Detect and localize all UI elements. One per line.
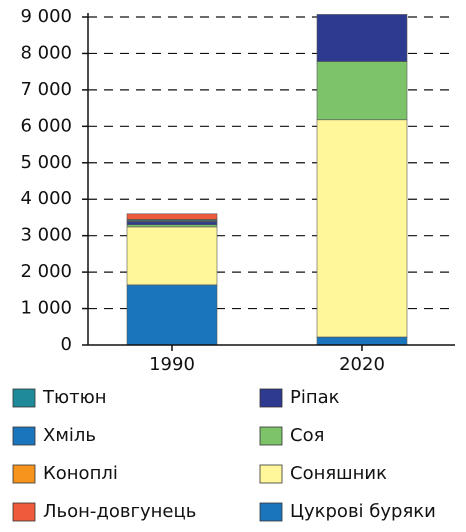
legend-swatch: [259, 502, 283, 522]
legend-label: Коноплі: [43, 463, 118, 484]
x-tick-label: 1990: [149, 354, 195, 375]
bar-segment: [126, 224, 218, 228]
y-tick-label: 6 000: [20, 115, 72, 136]
bar-segment: [126, 221, 218, 226]
legend-swatch: [259, 464, 283, 484]
x-tick-label: 2020: [339, 354, 385, 375]
bar-segment: [126, 284, 218, 346]
y-tick-label: 2 000: [20, 261, 72, 282]
bar-segment: [126, 226, 218, 286]
legend-label: Хміль: [43, 425, 96, 446]
bar-segment: [316, 61, 408, 121]
y-tick-label: 9 000: [20, 6, 72, 27]
legend-swatch: [12, 464, 36, 484]
y-tick-label: 8 000: [20, 42, 72, 63]
legend-label: Льон-довгунець: [43, 501, 196, 522]
legend-swatch: [12, 426, 36, 446]
y-tick-label: 1 000: [20, 298, 72, 319]
y-tick-label: 7 000: [20, 79, 72, 100]
legend-swatch: [259, 426, 283, 446]
y-tick-label: 0: [61, 334, 72, 355]
bar-segment: [316, 336, 408, 346]
legend-label: Тютюн: [42, 387, 107, 408]
legend-label: Ріпак: [290, 387, 340, 408]
legend-label: Соя: [290, 425, 324, 446]
legend-label: Соняшник: [290, 463, 387, 484]
bar-segment: [316, 119, 408, 338]
bar-segment: [316, 14, 408, 62]
bar-segment: [126, 213, 218, 220]
y-tick-label: 5 000: [20, 152, 72, 173]
legend-swatch: [12, 502, 36, 522]
legend-swatch: [259, 388, 283, 408]
legend-swatch: [12, 388, 36, 408]
y-tick-label: 4 000: [20, 188, 72, 209]
y-tick-label: 3 000: [20, 225, 72, 246]
legend-label: Цукрові буряки: [290, 501, 436, 522]
